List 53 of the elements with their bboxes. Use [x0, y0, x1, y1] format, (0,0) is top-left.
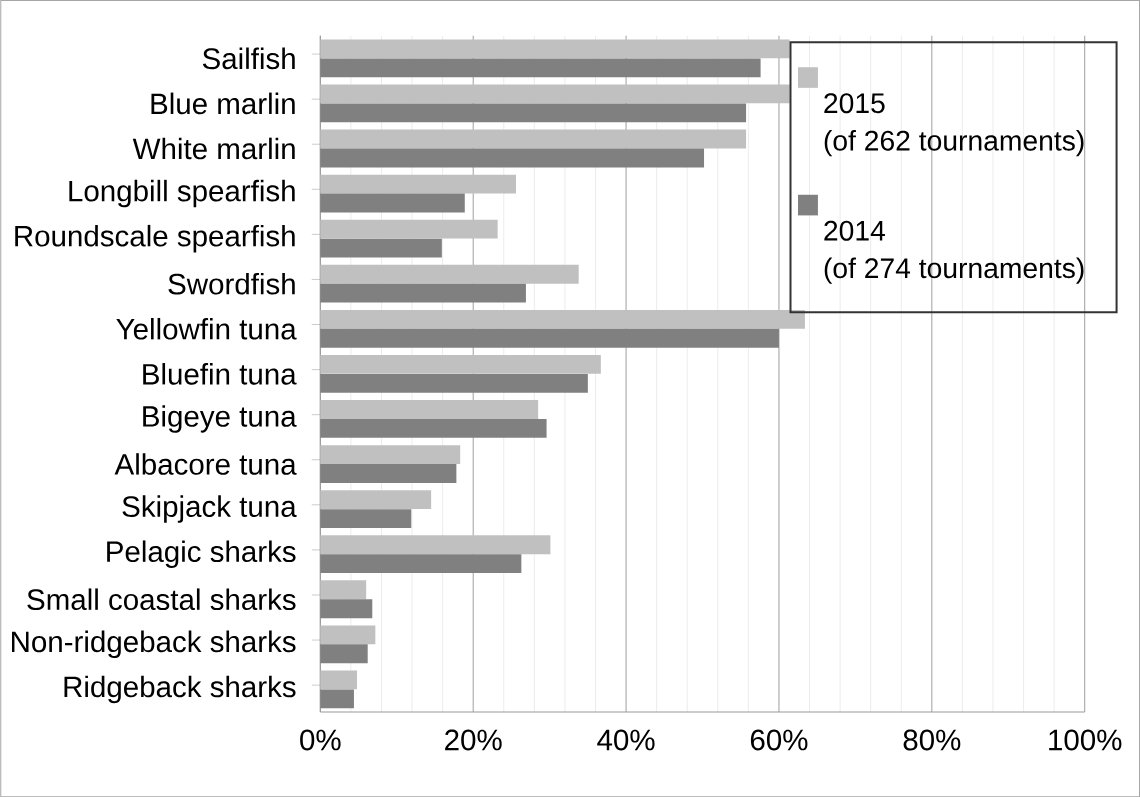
bar — [320, 625, 376, 645]
bar — [320, 689, 354, 709]
bar — [320, 219, 498, 239]
bar — [320, 58, 761, 78]
bar — [320, 670, 357, 690]
y-tick-label: Roundscale spearfish — [15, 224, 295, 253]
bar — [320, 84, 790, 104]
bar — [320, 238, 442, 258]
bar — [320, 644, 368, 664]
bar — [320, 129, 747, 149]
bar — [320, 580, 367, 600]
bar — [320, 39, 790, 59]
x-tick-label: 20% — [445, 729, 502, 751]
y-tick-label: White marlin — [132, 137, 295, 160]
y-tick-label: Bluefin tuna — [143, 362, 297, 385]
y-tick-label: Ridgeback sharks — [64, 675, 296, 704]
bar — [320, 174, 516, 194]
bar — [320, 193, 465, 213]
x-tick-label: 80% — [903, 729, 961, 751]
bar — [320, 509, 412, 528]
bar — [320, 148, 705, 168]
legend-label: 2015 (of 262 tournaments) — [824, 93, 1084, 157]
y-tick-label: Small coastal sharks — [27, 588, 296, 611]
y-tick-label: Non-ridgeback sharks — [12, 630, 296, 659]
y-tick-label: Pelagic sharks — [107, 540, 296, 568]
y-tick-label: Albacore tuna — [114, 453, 297, 475]
y-tick-label: Longbill spearfish — [69, 179, 295, 208]
y-tick-label: Blue marlin — [151, 92, 295, 115]
bar — [320, 445, 461, 464]
bar — [320, 463, 457, 483]
bar — [320, 264, 579, 284]
bar — [320, 328, 779, 348]
bar — [320, 554, 522, 574]
bar — [320, 103, 747, 123]
y-tick-label: Sailfish — [202, 47, 295, 70]
legend-label: 2014 (of 274 tournaments) — [824, 220, 1084, 284]
bar — [320, 309, 805, 329]
bar — [320, 490, 432, 509]
y-tick-label: Swordfish — [168, 272, 295, 295]
bar — [320, 599, 373, 619]
y-tick-label: Yellowfin tuna — [116, 317, 297, 340]
bar — [320, 373, 588, 393]
bar — [320, 418, 547, 438]
x-tick-label: 0% — [300, 729, 341, 751]
x-tick-label: 100% — [1049, 729, 1122, 751]
y-tick-label: Skipjack tuna — [122, 495, 297, 523]
bar — [320, 283, 526, 303]
y-tick-label: Bigeye tuna — [143, 405, 297, 433]
x-tick-label: 60% — [750, 729, 808, 751]
bar — [320, 399, 539, 419]
bar — [320, 535, 551, 555]
bar — [320, 354, 601, 374]
x-tick-label: 40% — [597, 729, 655, 751]
